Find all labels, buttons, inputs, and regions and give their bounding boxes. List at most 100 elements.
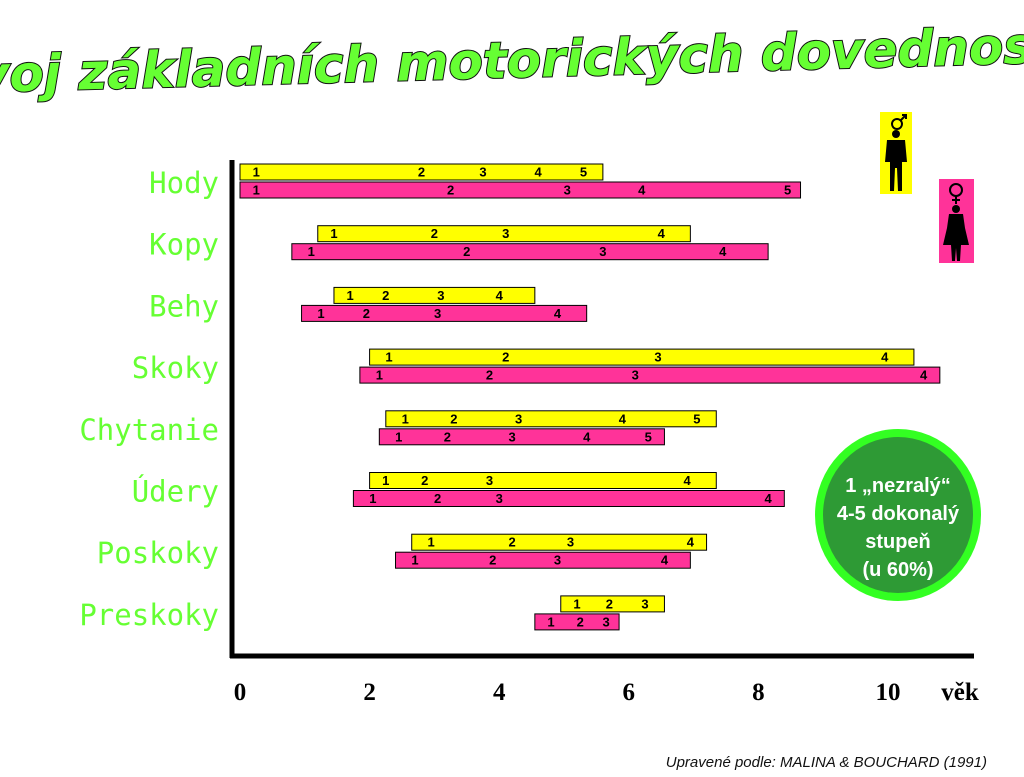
stage-label: 1 — [402, 411, 409, 426]
x-tick-label: 10 — [876, 679, 901, 706]
male-bar-group: 1 2 3 — [560, 595, 665, 613]
male-bar-group: 1 2 3 4 — [369, 348, 915, 366]
stage-label: 3 — [437, 288, 444, 303]
stage-label: 1 — [253, 165, 260, 180]
stage-label: 1 — [253, 183, 260, 198]
stage-label: 2 — [447, 183, 454, 198]
note-line-1: 1 „nezralý“ — [845, 475, 951, 497]
stage-label: 2 — [382, 288, 389, 303]
male-bar-group: 1 2 3 4 — [333, 286, 536, 304]
stage-label: 1 — [347, 288, 354, 303]
stage-label: 1 — [411, 553, 418, 568]
stage-label: 3 — [567, 535, 574, 550]
stage-label: 1 — [428, 535, 435, 550]
male-bar-group: 1 2 3 4 5 — [385, 410, 717, 428]
male-bar — [239, 163, 604, 181]
stage-label: 4 — [684, 473, 692, 488]
stage-label: 4 — [583, 429, 591, 444]
stage-label: 3 — [486, 473, 493, 488]
male-bar — [385, 410, 717, 428]
stage-label: 4 — [661, 553, 669, 568]
stage-label: 3 — [603, 614, 610, 629]
category-label: Skoky — [132, 351, 219, 385]
stage-label: 2 — [502, 350, 509, 365]
male-bar — [411, 533, 708, 551]
male-bar — [369, 348, 915, 366]
stage-label: 3 — [599, 244, 606, 259]
stage-label: 3 — [641, 596, 648, 611]
x-axis-ticks: 0 2 4 6 8 10 — [234, 679, 901, 706]
stage-label: 2 — [418, 165, 425, 180]
female-bar — [352, 490, 785, 507]
note-line-4: (u 60%) — [862, 559, 933, 581]
x-tick-label: 0 — [234, 679, 247, 706]
female-bar-group: 1 2 3 — [534, 613, 620, 631]
female-bar — [239, 181, 802, 199]
stage-label: 1 — [547, 614, 554, 629]
stage-label: 4 — [554, 306, 562, 321]
female-bar-group: 1 2 3 4 — [395, 551, 691, 569]
page-title: Vývoj základních motorických dovedností — [0, 16, 1024, 107]
stage-label: 5 — [580, 165, 587, 180]
x-tick-label: 4 — [493, 679, 506, 706]
note-line-2: 4-5 dokonalý — [837, 503, 960, 525]
female-bar — [378, 428, 665, 446]
stage-label: 1 — [382, 473, 389, 488]
stage-label: 3 — [515, 411, 522, 426]
female-figure-icon — [939, 179, 974, 263]
male-bar-group: 1 2 3 4 5 — [239, 163, 604, 181]
stage-label: 2 — [606, 596, 613, 611]
category-label: Hody — [149, 166, 219, 200]
stage-label: 4 — [920, 368, 928, 383]
stage-label: 1 — [330, 226, 337, 241]
x-axis-label: věk — [941, 679, 979, 706]
stage-label: 4 — [638, 183, 646, 198]
stage-label: 4 — [719, 244, 727, 259]
stage-label: 2 — [486, 368, 493, 383]
female-bar — [291, 243, 769, 261]
stage-label: 5 — [784, 183, 791, 198]
stage-label: 4 — [658, 226, 666, 241]
stage-label: 1 — [317, 306, 324, 321]
stage-label: 3 — [654, 350, 661, 365]
note-line-3: stupeň — [865, 531, 931, 553]
category-label: Poskoky — [97, 536, 219, 570]
stage-label: 3 — [509, 429, 516, 444]
stage-label: 4 — [496, 288, 504, 303]
stage-label: 4 — [619, 411, 627, 426]
female-bar-group: 1 2 3 4 — [352, 490, 785, 507]
stage-label: 5 — [693, 411, 700, 426]
male-bar — [369, 472, 717, 489]
category-label: Preskoky — [79, 598, 219, 632]
stage-label: 2 — [363, 306, 370, 321]
stage-label: 4 — [881, 350, 889, 365]
stage-label: 3 — [479, 165, 486, 180]
stage-label: 3 — [496, 491, 503, 506]
category-label: Chytanie — [79, 413, 219, 447]
female-bar-group: 1 2 3 4 5 — [378, 428, 665, 446]
stage-label: 2 — [577, 614, 584, 629]
stage-label: 1 — [385, 350, 392, 365]
stage-label: 4 — [687, 535, 695, 550]
stage-label: 5 — [645, 429, 652, 444]
male-bar — [333, 286, 536, 304]
female-bar — [534, 613, 620, 631]
stage-label: 2 — [489, 553, 496, 568]
female-bar-group: 1 2 3 4 — [301, 304, 588, 322]
stage-label: 2 — [431, 226, 438, 241]
stage-label: 3 — [502, 226, 509, 241]
female-bar — [359, 366, 941, 384]
stage-label: 4 — [534, 165, 542, 180]
x-tick-label: 6 — [623, 679, 636, 706]
stage-label: 3 — [554, 553, 561, 568]
stage-label: 1 — [376, 368, 383, 383]
stage-label: 2 — [509, 535, 516, 550]
male-bar-group: 1 2 3 4 — [369, 472, 717, 489]
stage-label: 2 — [444, 429, 451, 444]
stage-label: 1 — [308, 244, 315, 259]
bars-layer: 1 2 3 4 51 2 3 4 51 2 3 41 2 3 41 2 3 41 2 3 41 2 3 41 2 3 41 2 3 4 51… — [239, 163, 941, 631]
x-tick-label: 2 — [363, 679, 376, 706]
stage-label: 1 — [573, 596, 580, 611]
x-tick-label: 8 — [752, 679, 765, 706]
